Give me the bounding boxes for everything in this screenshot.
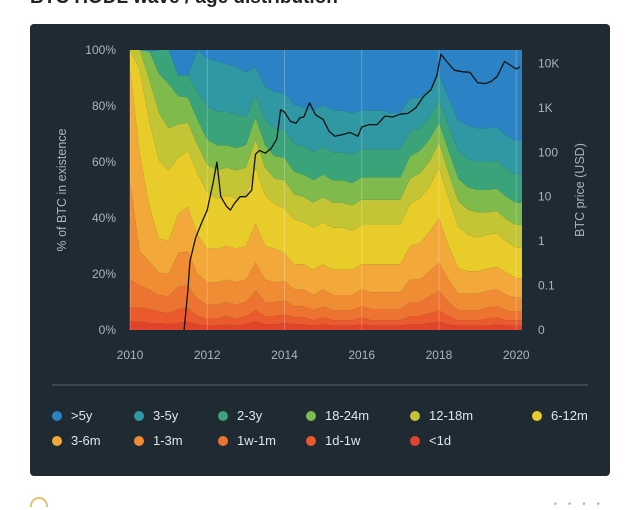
legend-item: 2-3y [218,408,262,423]
legend-label: >5y [71,408,93,423]
legend-dot-icon [134,410,144,421]
area->5y [130,50,522,141]
legend-item: 12-18m [410,408,473,423]
legend-dot-icon [52,410,62,421]
x-tick-label: 2010 [117,348,144,362]
legend-label: 18-24m [325,408,370,423]
y2-tick-label: 10 [538,190,552,204]
area-6-12m [130,50,522,279]
left-axis-ticks: 0% 20% 40% 60% 80% 100% [85,43,116,337]
area-3-6m [130,69,522,298]
x-tick-label: 2016 [348,348,375,362]
legend-dot-icon [218,410,228,421]
y2-tick-label: 0 [538,323,545,337]
y-axis-label: % of BTC in existence [55,128,69,251]
legend-item: 3-6m [52,433,101,448]
price-line-group [183,53,521,330]
legend-item: 18-24m [306,408,369,423]
legend-label: 6-12m [551,408,588,423]
y2-tick-label: 0.1 [538,279,555,293]
legend-item: 6-12m [532,408,588,423]
legend-dot-icon [306,410,316,421]
legend-label: 1d-1w [325,433,361,448]
chart-card: 0% 20% 40% 60% 80% 100% 0 0.1 1 10 100 1K 10K 2010 2… [30,24,610,476]
y2-tick-label: 1K [538,101,553,115]
legend-dot-icon [134,435,144,446]
legend-dot-icon [410,435,420,446]
legend-item: <1d [410,433,451,448]
x-tick-label: 2014 [271,348,298,362]
legend-item: 1w-1m [218,433,276,448]
footer: • • • • [30,495,610,510]
x-tick-label: 2012 [194,348,221,362]
y-tick-label: 20% [92,267,116,281]
right-axis-ticks: 0 0.1 1 10 100 1K 10K [538,56,559,337]
legend-dot-icon [532,410,542,421]
y-tick-label: 80% [92,99,116,113]
area-2-3y [130,50,522,203]
y-tick-label: 0% [99,323,117,337]
y-tick-label: 60% [92,155,116,169]
y2-tick-label: 1 [538,234,545,248]
legend-dot-icon [52,435,62,446]
y-tick-label: 100% [85,43,116,57]
price-line [183,53,521,330]
area-1-3m [130,181,522,312]
legend-label: <1d [429,433,452,448]
logo-icon [30,497,48,507]
legend-item: 1d-1w [306,433,360,448]
legend-label: 2-3y [237,408,263,423]
gridlines [129,50,517,330]
x-axis-ticks: 2010 2012 2014 2016 2018 2020 [117,348,530,362]
legend-label: 3-5y [153,408,179,423]
x-tick-label: 2018 [426,348,453,362]
legend-dot-icon [410,410,420,421]
legend-item: >5y [52,408,92,423]
legend-dot-icon [218,435,228,446]
y2-axis-label: BTC price (USD) [573,143,587,237]
legend-label: 1w-1m [237,433,277,448]
x-tick-label: 2020 [503,348,530,362]
y2-tick-label: 100 [538,145,558,159]
legend-item: 3-5y [134,408,178,423]
area-<1d [130,321,522,330]
age-band-areas [130,50,522,330]
area-18-24m [130,50,522,225]
page-title: BTC HODL wave / age distribution [30,0,338,9]
y2-tick-label: 10K [538,56,559,70]
area-12-18m [130,50,522,248]
area-1w-1m [130,279,522,321]
area-3-5y [130,50,522,175]
area-1d-1w [130,307,522,326]
legend-item: 1-3m [134,433,183,448]
legend-label: 12-18m [429,408,474,423]
y-tick-label: 40% [92,211,116,225]
legend: >5y 3-5y 2-3y 18-24m 12-18m 6-12m 3-6m 1-3m 1w-1… [30,404,610,474]
legend-dot-icon [306,435,316,446]
legend-label: 1-3m [153,433,183,448]
legend-label: 3-6m [71,433,101,448]
